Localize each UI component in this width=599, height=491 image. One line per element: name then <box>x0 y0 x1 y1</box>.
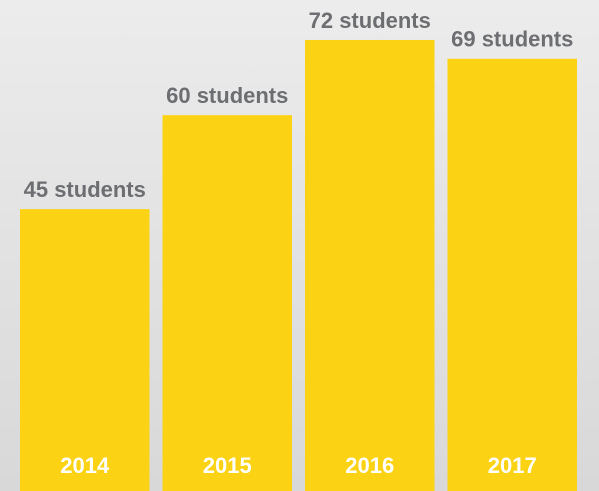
value-label: 72 students <box>309 8 431 33</box>
bar <box>447 58 577 491</box>
bar <box>20 209 150 491</box>
value-label: 69 students <box>451 27 573 52</box>
value-label: 60 students <box>166 83 288 108</box>
bar <box>162 115 292 491</box>
bar <box>305 40 435 491</box>
category-label: 2015 <box>203 453 252 478</box>
category-label: 2014 <box>60 453 110 478</box>
category-label: 2017 <box>488 453 537 478</box>
value-label: 45 students <box>24 177 146 202</box>
category-label: 2016 <box>345 453 394 478</box>
